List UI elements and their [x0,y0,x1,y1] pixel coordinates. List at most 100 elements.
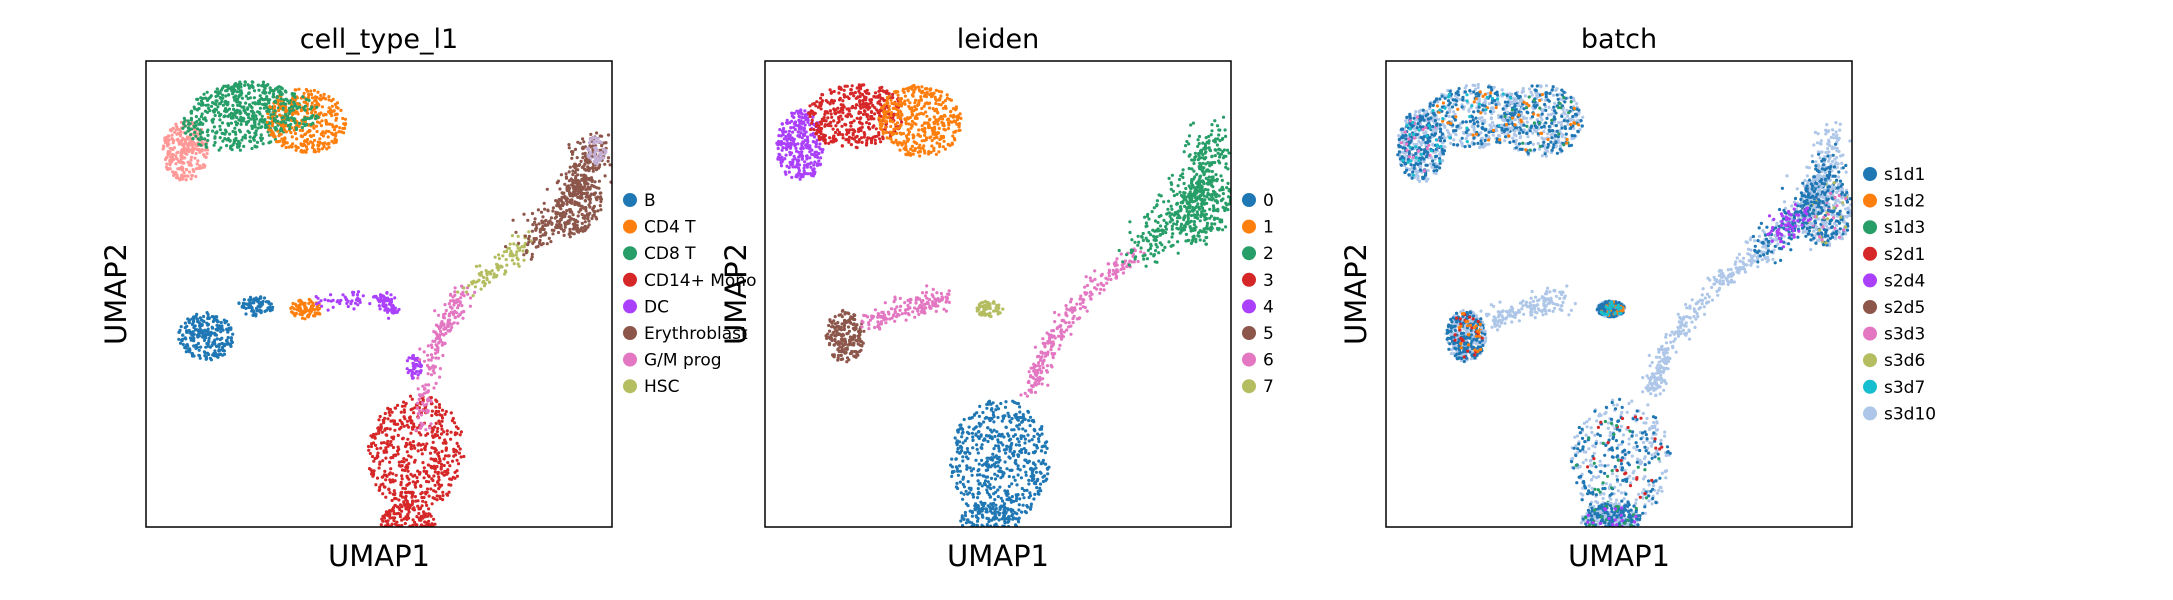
scatter-point [903,301,907,305]
scatter-point [546,208,550,212]
scatter-point [910,109,914,113]
scatter-point [173,130,177,134]
scatter-point [399,533,402,536]
scatter-point [540,221,545,225]
scatter-point [420,452,424,456]
scatter-point [816,155,820,159]
scatter-point [801,172,806,176]
scatter-point [444,441,448,445]
scatter-point [248,301,252,305]
scatter-point [449,437,453,441]
scatter-point [881,135,885,139]
scatter-point [237,94,241,98]
scatter-point [794,165,799,169]
scatter-point [585,225,589,229]
scatter-point [434,405,438,409]
scatter-point [533,220,537,224]
scatter-point [226,323,230,327]
scatter-point [331,305,335,309]
scatter-point [867,122,872,126]
scatter-point [557,212,561,216]
scatter-point [418,369,422,374]
scatter-point [200,323,204,327]
scatter-point [777,134,781,138]
scatter-point [953,138,957,142]
scatter-point [797,150,801,154]
scatter-point [998,311,1002,315]
scatter-point [170,155,174,159]
scatter-point [437,327,441,331]
scatter-point [407,531,410,534]
scatter-point [579,227,583,231]
scatter-point [787,129,792,133]
scatter-point [810,133,815,137]
scatter-point [583,178,587,182]
scatter-point [802,127,807,131]
scatter-point [287,101,291,105]
scatter-point [300,126,304,130]
scatter-point [417,397,421,401]
scatter-point [921,89,925,93]
scatter-point [438,367,442,371]
scatter-point [393,493,397,497]
scatter-point [832,119,836,123]
scatter-point [188,170,192,174]
scatter-point [416,443,420,447]
scatter-point [409,530,412,533]
scatter-point [331,125,335,129]
scatter-point [361,294,365,298]
scatter-point [531,223,535,227]
scatter-point [429,529,432,532]
scatter-point [846,311,850,315]
scatter-point [983,299,988,304]
scatter-point [580,212,584,217]
scatter-point [925,296,929,300]
scatter-point [918,303,923,307]
scatter-point [858,103,863,107]
scatter-point [335,101,340,105]
scatter-point [478,273,482,277]
scatter-point [579,208,583,212]
scatter-point [174,162,178,166]
scatter-point [803,109,807,113]
scatter-point [563,215,567,219]
scatter-point [957,122,962,126]
scatter-point [565,209,569,213]
scatter-point [843,312,847,316]
scatter-point [895,315,899,319]
scatter-point [421,384,425,388]
scatter-point [267,91,272,95]
scatter-point [429,396,433,400]
scatter-point [425,390,429,394]
scatter-point [174,154,178,158]
scatter-point [934,301,938,306]
scatter-point [837,91,841,95]
scatter-point [451,295,455,299]
scatter-point [882,110,886,114]
scatter-point [477,278,481,282]
scatter-point [442,316,447,320]
scatter-point [893,295,897,299]
scatter-point [263,118,267,122]
scatter-point [229,327,233,331]
scatter-point [410,397,414,401]
scatter-point [456,321,460,325]
scatter-point [502,250,506,254]
scatter-point [859,116,863,120]
scatter-point [419,413,423,417]
scatter-point [898,109,902,113]
scatter-point [407,477,411,481]
scatter-point [455,458,459,462]
scatter-point [916,132,920,136]
scatter-point [601,147,605,151]
scatter-point [509,249,513,253]
scatter-point [229,121,233,125]
scatter-point [345,301,349,305]
scatter-point [400,460,404,464]
scatter-point [288,127,292,131]
scatter-point [832,355,836,359]
scatter-point [851,133,855,137]
scatter-point [497,257,501,261]
scatter-point [175,151,179,155]
scatter-point [444,410,448,414]
